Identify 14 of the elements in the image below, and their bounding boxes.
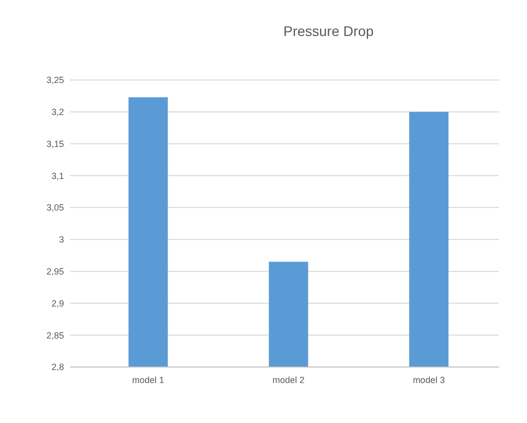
y-tick-label: 2,95: [46, 266, 64, 276]
y-tick-label: 3: [58, 234, 64, 245]
y-tick-label: 2,8: [51, 362, 64, 372]
x-tick-label: model 2: [272, 375, 305, 385]
y-tick-label: 3,1: [51, 170, 64, 181]
y-tick-label: 3,25: [46, 75, 64, 86]
y-tick-label: 3,2: [51, 107, 64, 118]
y-tick-label: 2,85: [46, 330, 64, 340]
y-tick-label: 2,9: [51, 298, 64, 308]
y-tick-label: 3,05: [46, 202, 64, 213]
y-tick-label: 3,15: [46, 138, 64, 149]
chart-title: Pressure Drop: [283, 23, 374, 39]
x-tick-label: model 1: [132, 375, 164, 385]
x-tick-label: model 3: [412, 375, 445, 385]
